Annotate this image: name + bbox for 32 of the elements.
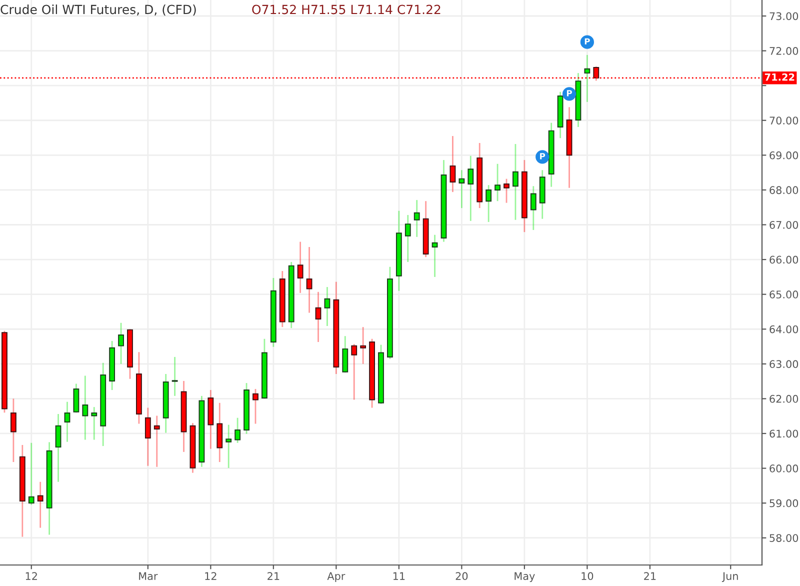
x-tick-label: 20 (456, 572, 468, 580)
y-tick-label: 72.00 (770, 47, 798, 55)
x-tick-label: 21 (268, 572, 280, 580)
x-tick-label: Jun (722, 572, 738, 582)
y-tick-label: 61.00 (770, 430, 798, 438)
x-tick-label: Mar (139, 572, 158, 580)
y-tick-label: 70.00 (770, 116, 798, 124)
y-tick-label: 69.00 (770, 151, 798, 160)
y-tick-label: 73.00 (770, 12, 798, 20)
x-tick-label: 21 (644, 572, 656, 580)
y-tick-label: 68.00 (770, 186, 798, 194)
series-label: P (540, 153, 546, 160)
y-tick-label: 58.00 (770, 534, 798, 542)
x-tick-label: 12 (26, 572, 37, 580)
y-tick-label: 65.00 (770, 290, 798, 298)
y-tick-label: 62.00 (770, 394, 798, 403)
y-tick-label: 60.00 (770, 464, 798, 472)
x-tick-label: May (514, 572, 535, 582)
y-tick-label: 59.00 (770, 499, 798, 508)
y-tick-label: 64.00 (770, 325, 798, 334)
x-tick-label: 10 (582, 572, 594, 580)
x-tick-label: 12 (205, 572, 216, 580)
chart-subtitle: O71.52 H71.55 L71.14 C71.22 (252, 4, 440, 14)
y-tick-label: 67.00 (770, 220, 798, 229)
chart-title: Crude Oil WTI Futures, D, (CFD) (0, 4, 196, 16)
text: P (584, 38, 590, 44)
ref-line-label: 71.22 (764, 73, 794, 81)
text: P (566, 90, 572, 96)
y-tick-label: 63.00 (770, 360, 798, 368)
y-tick-label: 66.00 (770, 256, 798, 264)
x-tick-label: 11 (393, 572, 405, 580)
x-tick-label: Apr (327, 572, 346, 582)
